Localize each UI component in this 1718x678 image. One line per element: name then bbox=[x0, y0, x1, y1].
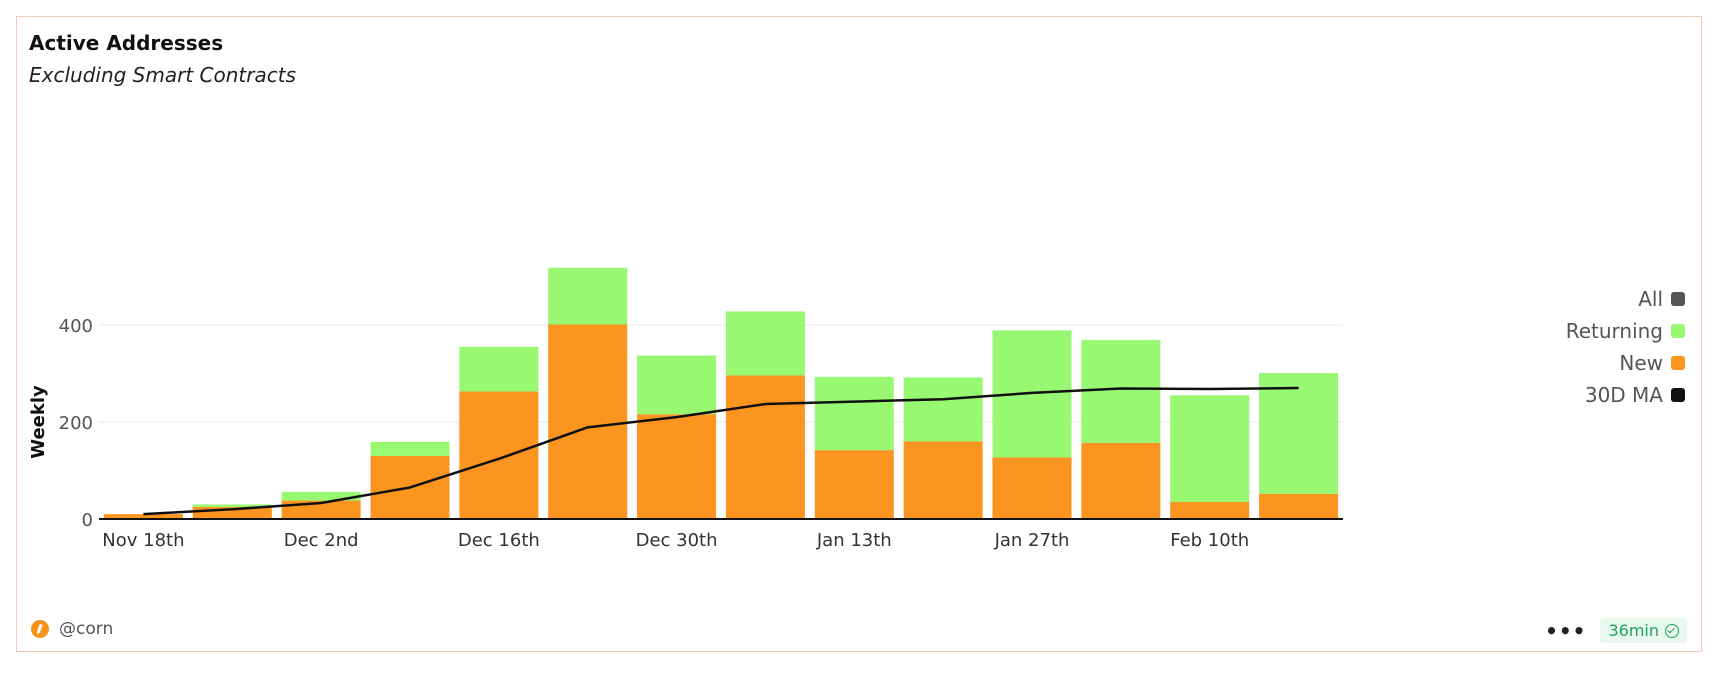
legend-label-30d-ma: 30D MA bbox=[1584, 383, 1663, 407]
bar-new bbox=[1170, 502, 1250, 519]
chart-card: Active Addresses Excluding Smart Contrac… bbox=[16, 16, 1702, 652]
chart-title: Active Addresses bbox=[29, 31, 224, 55]
ma-line bbox=[143, 386, 1299, 516]
author-link[interactable]: @corn bbox=[31, 619, 113, 639]
bar-new bbox=[459, 391, 539, 519]
legend-item-all[interactable]: All bbox=[1566, 283, 1685, 315]
y-axis-label: Weekly bbox=[28, 385, 49, 459]
check-circle-icon bbox=[1665, 623, 1679, 638]
footer-actions: ••• 36min bbox=[1545, 618, 1687, 643]
y-tick-label: 400 bbox=[59, 316, 93, 337]
y-tick-label: 200 bbox=[59, 413, 93, 434]
legend-swatch-returning bbox=[1671, 324, 1685, 338]
legend-label-new: New bbox=[1619, 351, 1663, 375]
legend-swatch-all bbox=[1671, 292, 1685, 306]
bar-returning bbox=[814, 376, 894, 451]
legend-item-30d-ma[interactable]: 30D MA bbox=[1566, 379, 1685, 411]
legend-label-all: All bbox=[1638, 287, 1663, 311]
bar-new bbox=[637, 414, 717, 519]
bar-new bbox=[1259, 493, 1339, 519]
x-tick-label: Dec 16th bbox=[458, 530, 540, 551]
bar-new bbox=[992, 457, 1072, 519]
bar-returning bbox=[725, 311, 805, 376]
author-name: @corn bbox=[59, 619, 114, 639]
bar-returning bbox=[1259, 373, 1339, 494]
refresh-time: 36min bbox=[1608, 621, 1659, 640]
x-tick-label: Jan 27th bbox=[994, 530, 1070, 551]
refresh-badge[interactable]: 36min bbox=[1600, 618, 1687, 643]
bar-returning bbox=[370, 441, 450, 456]
y-tick-label: 0 bbox=[82, 510, 93, 531]
bar-new bbox=[103, 514, 183, 519]
bar-new bbox=[903, 441, 983, 519]
legend-label-returning: Returning bbox=[1565, 319, 1663, 343]
bar-returning bbox=[1170, 395, 1250, 503]
bar-returning bbox=[637, 355, 717, 415]
legend-item-new[interactable]: New bbox=[1566, 347, 1685, 379]
bar-returning bbox=[903, 377, 983, 442]
bar-returning bbox=[459, 346, 539, 392]
bar-new bbox=[1081, 442, 1161, 519]
ellipsis-icon[interactable]: ••• bbox=[1545, 618, 1587, 643]
bar-returning bbox=[548, 267, 628, 325]
bar-returning bbox=[192, 504, 272, 507]
chart-legend: All Returning New 30D MA bbox=[1566, 283, 1685, 411]
legend-item-returning[interactable]: Returning bbox=[1566, 315, 1685, 347]
bar-new bbox=[548, 324, 628, 519]
bar-returning bbox=[1081, 340, 1161, 443]
chart-subtitle: Excluding Smart Contracts bbox=[29, 63, 296, 87]
legend-swatch-new bbox=[1671, 356, 1685, 370]
bar-new bbox=[725, 375, 805, 519]
chart-canvas: 0 200 400 Weekly Nov 18th Dec 2nd Dec 16th Dec … bbox=[28, 267, 1343, 551]
x-tick-label: Nov 18th bbox=[102, 530, 184, 551]
bar-returning bbox=[281, 491, 361, 501]
bar-new bbox=[814, 450, 894, 519]
x-tick-label: Dec 2nd bbox=[284, 530, 359, 551]
corn-logo-icon bbox=[31, 620, 49, 638]
x-tick-label: Jan 13th bbox=[816, 530, 892, 551]
x-tick-label: Dec 30th bbox=[636, 530, 718, 551]
legend-swatch-30d-ma bbox=[1671, 388, 1685, 402]
x-tick-label: Feb 10th bbox=[1170, 530, 1249, 551]
